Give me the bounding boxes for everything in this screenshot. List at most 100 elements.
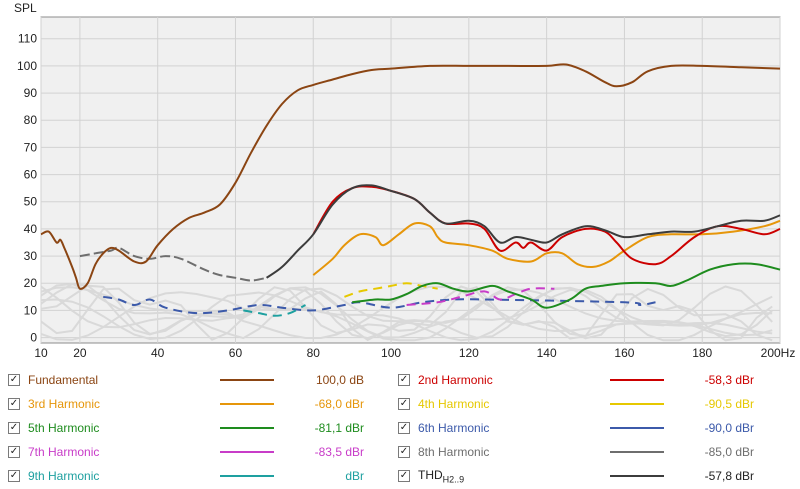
y-tick-label: 50 xyxy=(24,195,38,209)
5th-harmonic-line xyxy=(352,262,781,309)
legend-label: 7th Harmonic xyxy=(28,445,208,459)
legend-swatch xyxy=(220,379,274,381)
y-tick-label: 80 xyxy=(24,113,38,127)
legend-label: 6th Harmonic xyxy=(418,421,598,435)
legend-label: 2nd Harmonic xyxy=(418,373,598,387)
legend-label: 9th Harmonic xyxy=(28,469,208,483)
x-tick-label: 40 xyxy=(151,346,165,360)
legend-item-3rd-harmonic[interactable]: ✓ 3rd Harmonic -68,0 dBr xyxy=(8,394,364,414)
background-trace xyxy=(40,284,773,342)
legend-value: -81,1 dBr xyxy=(314,421,364,435)
x-tick-label: 20 xyxy=(73,346,87,360)
legend-item-7th-harmonic[interactable]: ✓ 7th Harmonic -83,5 dBr xyxy=(8,442,364,462)
legend: ✓ Fundamental 100,0 dB ✓ 3rd Harmonic -68,0 d… xyxy=(0,368,800,489)
legend-value: dBr xyxy=(345,469,364,483)
x-tick-label: 100 xyxy=(381,346,401,360)
y-tick-label: 60 xyxy=(24,168,38,182)
legend-item-4th-harmonic[interactable]: ✓ 4th Harmonic -90,5 dBr xyxy=(398,394,754,414)
legend-item-thd[interactable]: ✓ THDH2..9 -57,8 dBr xyxy=(398,466,754,486)
legend-checkbox[interactable]: ✓ xyxy=(8,470,20,482)
y-axis-label: SPL xyxy=(14,1,37,15)
legend-label-text: 5th Harmonic xyxy=(28,421,100,435)
background-trace xyxy=(40,288,773,342)
7th-harmonic-line xyxy=(406,287,555,306)
legend-item-6th-harmonic[interactable]: ✓ 6th Harmonic -90,0 dBr xyxy=(398,418,754,438)
legend-value: -83,5 dBr xyxy=(314,445,364,459)
x-tick-label: 200Hz xyxy=(761,346,796,360)
fundamental-line xyxy=(40,63,781,290)
legend-value: 100,0 dB xyxy=(315,373,364,387)
legend-checkbox[interactable]: ✓ xyxy=(398,398,410,410)
legend-item-5th-harmonic[interactable]: ✓ 5th Harmonic -81,1 dBr xyxy=(8,418,364,438)
legend-swatch xyxy=(220,475,274,477)
legend-swatch xyxy=(610,403,664,405)
legend-value: -57,8 dBr xyxy=(704,469,754,483)
legend-label-text: 7th Harmonic xyxy=(28,445,100,459)
y-tick-label: 100 xyxy=(17,59,37,73)
legend-label: 8th Harmonic xyxy=(418,445,598,459)
legend-item-fundamental[interactable]: ✓ Fundamental 100,0 dB xyxy=(8,370,364,390)
y-tick-label: 20 xyxy=(24,276,38,290)
legend-checkbox[interactable]: ✓ xyxy=(8,374,20,386)
background-trace xyxy=(40,285,773,342)
legend-value: -68,0 dBr xyxy=(314,397,364,411)
legend-label-text: 3rd Harmonic xyxy=(28,397,101,411)
x-tick-label: 120 xyxy=(459,346,479,360)
x-tick-label: 80 xyxy=(307,346,321,360)
legend-swatch xyxy=(610,451,664,453)
legend-label: THDH2..9 xyxy=(418,468,598,484)
x-axis-ticks: 10 20 40 60 80 100 120 140 160 180 200Hz xyxy=(34,346,795,360)
x-tick-label: 140 xyxy=(537,346,557,360)
legend-label: 5th Harmonic xyxy=(28,421,208,435)
legend-label: Fundamental xyxy=(28,373,208,387)
legend-label-text: 9th Harmonic xyxy=(28,469,100,483)
y-tick-label: 10 xyxy=(24,303,38,317)
y-tick-label: 0 xyxy=(30,331,37,345)
y-tick-label: 110 xyxy=(18,32,37,46)
legend-checkbox[interactable]: ✓ xyxy=(8,446,20,458)
legend-swatch xyxy=(220,451,274,453)
legend-label-text: THD xyxy=(418,467,443,482)
legend-value: -85,0 dBr xyxy=(704,445,754,459)
x-tick-label: 180 xyxy=(692,346,712,360)
legend-label-text: 4th Harmonic xyxy=(418,397,490,411)
legend-label-subscript: H2..9 xyxy=(442,474,465,485)
thd-h2-9-line xyxy=(266,184,781,279)
legend-item-2nd-harmonic[interactable]: ✓ 2nd Harmonic -58,3 dBr xyxy=(398,370,754,390)
legend-swatch xyxy=(220,403,274,405)
x-tick-label: 10 xyxy=(34,346,48,360)
x-tick-label: 60 xyxy=(229,346,243,360)
y-axis-ticks: 0 10 20 30 40 50 60 70 80 90 100 110 xyxy=(17,32,37,345)
8th-harmonic-line xyxy=(79,246,267,282)
legend-checkbox[interactable]: ✓ xyxy=(398,422,410,434)
y-tick-label: 40 xyxy=(24,222,38,236)
legend-item-9th-harmonic[interactable]: ✓ 9th Harmonic dBr xyxy=(8,466,364,486)
legend-checkbox[interactable]: ✓ xyxy=(8,398,20,410)
legend-swatch xyxy=(610,427,664,429)
legend-checkbox[interactable]: ✓ xyxy=(8,422,20,434)
legend-checkbox[interactable]: ✓ xyxy=(398,470,410,482)
legend-item-8th-harmonic[interactable]: ✓ 8th Harmonic -85,0 dBr xyxy=(398,442,754,462)
legend-checkbox[interactable]: ✓ xyxy=(398,446,410,458)
legend-value: -90,5 dBr xyxy=(704,397,754,411)
9th-harmonic-line xyxy=(243,304,306,317)
legend-label-text: 6th Harmonic xyxy=(418,421,490,435)
legend-swatch xyxy=(220,427,274,429)
legend-checkbox[interactable]: ✓ xyxy=(398,374,410,386)
legend-label-text: 8th Harmonic xyxy=(418,445,490,459)
legend-label-text: 2nd Harmonic xyxy=(418,373,493,387)
x-tick-label: 160 xyxy=(614,346,634,360)
3rd-harmonic-line xyxy=(312,219,781,276)
y-tick-label: 70 xyxy=(24,140,38,154)
y-tick-label: 90 xyxy=(24,86,38,100)
legend-value: -58,3 dBr xyxy=(704,373,754,387)
6th-harmonic-line xyxy=(103,295,656,315)
legend-label-text: Fundamental xyxy=(28,373,99,387)
y-tick-label: 30 xyxy=(24,249,38,263)
legend-swatch xyxy=(610,475,664,477)
series-lines xyxy=(40,63,781,317)
legend-swatch xyxy=(610,379,664,381)
legend-value: -90,0 dBr xyxy=(704,421,754,435)
legend-label: 4th Harmonic xyxy=(418,397,598,411)
